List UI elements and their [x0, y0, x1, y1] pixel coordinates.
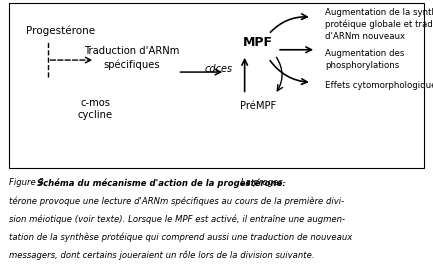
Text: protéique globale et traduction: protéique globale et traduction — [325, 19, 433, 29]
Text: sion méiotique (voir texte). Lorsque le MPF est activé, il entraîne une augmen-: sion méiotique (voir texte). Lorsque le … — [9, 214, 345, 224]
Text: Augmentation des: Augmentation des — [325, 49, 404, 58]
Text: Augmentation de la synthèse: Augmentation de la synthèse — [325, 7, 433, 17]
Text: cycline: cycline — [78, 110, 113, 120]
Text: tation de la synthèse protéique qui comprend aussi une traduction de nouveaux: tation de la synthèse protéique qui comp… — [9, 232, 352, 242]
Text: d'ARNm nouveaux: d'ARNm nouveaux — [325, 31, 405, 41]
Text: phosphorylations: phosphorylations — [325, 61, 399, 70]
Text: PréMPF: PréMPF — [239, 101, 276, 111]
Text: Schéma du mécanisme d'action de la progestérone.: Schéma du mécanisme d'action de la proge… — [37, 178, 286, 187]
Text: La proges-: La proges- — [238, 178, 285, 187]
Text: spécifiques: spécifiques — [104, 60, 160, 70]
Text: térone provoque une lecture d'ARNm spécifiques au cours de la première divi-: térone provoque une lecture d'ARNm spéci… — [9, 196, 344, 206]
Text: MPF: MPF — [242, 36, 273, 49]
Text: messagers, dont certains joueraient un rôle lors de la division suivante.: messagers, dont certains joueraient un r… — [9, 250, 314, 260]
Text: Figure 3.: Figure 3. — [9, 178, 52, 187]
Text: Effets cytomorphologiques: Effets cytomorphologiques — [325, 81, 433, 90]
Text: c-mos: c-mos — [80, 98, 110, 108]
Text: cdces: cdces — [205, 64, 233, 74]
Text: Progestérone: Progestérone — [26, 26, 95, 36]
Text: Traduction d'ARNm: Traduction d'ARNm — [84, 46, 180, 56]
